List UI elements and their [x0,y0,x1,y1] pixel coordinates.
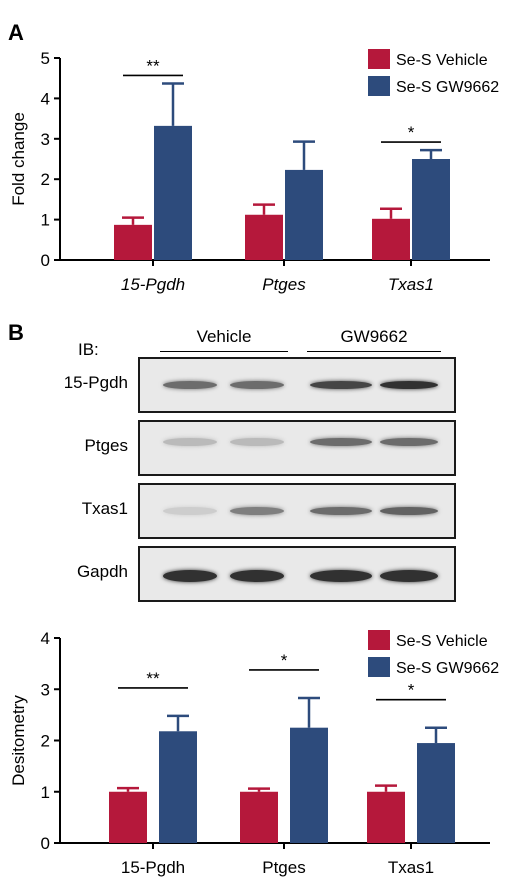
x-tick-label-0: 15-Pgdh [121,858,185,877]
legend-label-0: Se-S Vehicle [396,52,488,69]
legend-label-1: Se-S GW9662 [396,79,499,96]
legend-swatch-0 [368,630,390,650]
y-tick-label-2: 2 [41,170,50,189]
x-tick-label-1: Ptges [262,275,306,294]
y-tick-label-4: 4 [41,89,50,108]
bar-0-2 [372,218,410,260]
significance-label-1: * [281,651,288,670]
bar-0-0 [109,791,147,843]
x-tick-label-1: Ptges [262,858,305,877]
y-axis-label: Fold change [9,112,28,206]
blot-row-label: Ptges [84,436,128,455]
blot-band [230,381,284,389]
y-tick-label-1: 1 [41,211,50,230]
y-axis-label: Desitometry [9,695,28,786]
group-label-vehicle: Vehicle [196,327,252,346]
blot-row-label: 15-Pgdh [63,373,128,392]
blot-band [230,438,284,446]
y-tick-label-0: 0 [41,834,50,853]
blot-panel-txas1 [138,483,456,539]
bar-1-0 [159,731,197,843]
group-line-gw9662 [307,351,441,352]
blot-panel-ptges [138,420,456,476]
blot-band [163,381,217,389]
blot-panel-gapdh [138,546,456,602]
group-line-vehicle [160,351,288,352]
blot-band [380,507,438,515]
blot-band [310,570,372,582]
significance-label-0: ** [146,669,160,688]
y-tick-label-4: 4 [41,629,50,648]
blot-band [230,570,284,582]
group-label-gw9662: GW9662 [340,327,408,346]
bar-1-2 [417,743,455,843]
y-tick-label-3: 3 [41,680,50,699]
blot-band [310,438,372,446]
blot-row-label: Txas1 [81,499,128,518]
blot-band [163,438,217,446]
x-tick-label-0: 15-Pgdh [121,275,185,294]
bar-1-2 [412,159,450,260]
legend-swatch-0 [368,49,390,69]
blot-band [380,381,438,389]
panel-letter-b: B [8,320,24,345]
significance-label-2: * [408,681,415,700]
panel-letter-a: A [8,20,24,45]
bar-1-1 [285,169,323,260]
blot-band [163,570,217,582]
significance-label-1: * [408,123,415,142]
bar-0-1 [240,791,278,843]
bar-1-0 [154,125,192,260]
ib-label: IB: [78,340,99,359]
blot-row-label: Gapdh [76,562,128,581]
legend-label-0: Se-S Vehicle [396,633,488,650]
y-tick-label-3: 3 [41,130,50,149]
significance-label-0: ** [146,56,160,75]
x-tick-label-2: Txas1 [388,275,434,294]
blot-band [310,507,372,515]
legend-label-1: Se-S GW9662 [396,660,499,677]
y-tick-label-1: 1 [41,783,50,802]
bar-1-1 [290,727,328,843]
blot-band [163,507,217,515]
legend-swatch-1 [368,657,390,677]
y-tick-label-0: 0 [41,251,50,270]
y-tick-label-5: 5 [41,49,50,68]
y-tick-label-2: 2 [41,732,50,751]
blot-band [310,381,372,389]
x-tick-label-2: Txas1 [388,858,434,877]
blot-band [380,570,438,582]
bar-0-0 [114,224,152,260]
blot-band [380,438,438,446]
legend-swatch-1 [368,76,390,96]
blot-band [230,507,284,515]
bar-0-1 [245,214,283,260]
bar-0-2 [367,791,405,843]
blot-panel-15-pgdh [138,357,456,413]
